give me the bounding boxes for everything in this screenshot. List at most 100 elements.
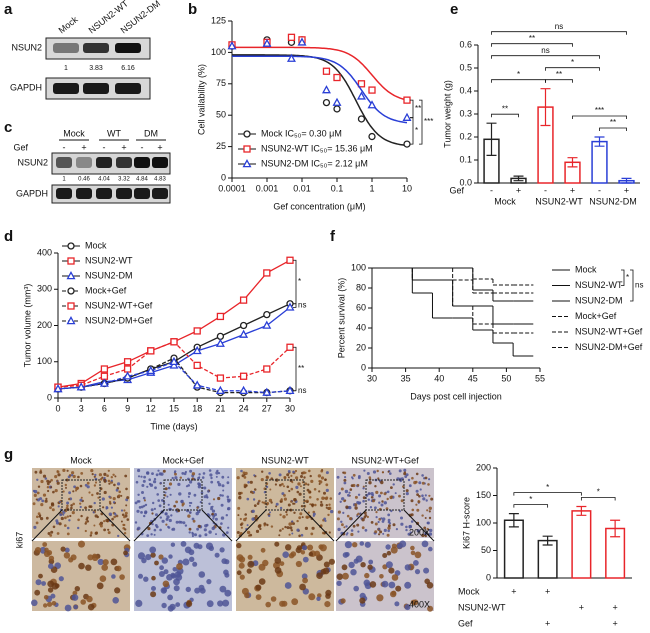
tissue-cell [246,524,249,527]
tissue-cell [137,475,141,478]
legend-marker [67,287,75,295]
tissue-cell [188,492,191,495]
legend-label: NSUN2-WT IC₅₀= 15.36 μM [261,143,373,153]
tissue-cell [404,475,408,478]
tissue-cell [79,498,83,502]
tissue-cell [380,480,384,485]
tissue-cell [294,469,298,473]
tissue-cell [164,494,167,497]
tissue-cell [153,477,157,481]
tissue-cell [357,501,361,505]
tissue-cell [45,516,49,520]
tissue-cell [353,585,360,592]
tissue-cell [247,560,255,568]
tissue-cell [352,524,356,528]
tissue-cell [68,497,71,501]
tissue-cell [119,574,125,580]
tissue-cell [360,562,366,568]
tissue-cell [307,483,310,486]
tissue-cell [227,476,230,479]
tissue-cell [257,524,262,529]
tissue-cell [377,520,380,524]
tissue-cell [274,567,282,574]
tissue-cell [96,492,99,495]
tissue-cell [279,483,282,487]
tissue-cell [287,470,291,473]
tissue-cell [336,517,340,521]
x-tick-label: 55 [535,373,545,383]
tissue-cell [46,482,50,486]
tissue-cell [415,503,418,506]
tissue-cell [211,512,214,516]
tissue-cell [93,475,96,478]
bar [537,539,558,579]
tissue-cell [278,534,281,537]
tissue-cell [174,470,177,473]
tissue-cell [283,485,285,488]
tissue-cell [325,504,328,507]
tissue-cell [43,550,51,557]
tissue-cell [198,571,206,578]
tissue-cell [148,478,151,482]
tissue-cell [369,581,377,588]
tissue-cell [66,526,70,530]
marker [169,356,179,365]
tissue-cell [357,512,360,515]
marker [287,33,296,41]
tissue-cell [86,595,93,603]
tissue-cell [42,474,47,478]
tissue-cell [306,488,310,492]
tissue-cell [151,512,154,515]
tissue-cell [385,544,391,550]
significance-bracket [621,269,625,286]
quant-label: 4.84 [136,177,148,183]
tissue-cell [70,504,73,507]
x-tick-label: 1 [369,183,374,193]
tissue-cell [80,496,83,499]
x-axis-label: Days post cell injection [410,391,502,401]
y-tick-label: 0 [361,362,366,372]
marker [368,132,376,141]
significance-bracket [293,259,297,305]
tissue-cell [142,479,146,483]
tissue-cell [196,527,200,531]
tissue-cell [429,528,433,533]
error-bar [540,88,551,127]
tissue-cell [97,558,104,566]
legend-label: NSUN2-WT [85,255,133,265]
tissue-cell [289,526,293,530]
tissue-cell [347,493,350,497]
y-axis-label: Cell vailability (%) [196,64,206,135]
tissue-cell [151,575,156,581]
tissue-cell [249,533,253,537]
magnification-label: 400X [409,599,430,609]
tissue-cell [317,474,322,478]
tissue-cell [214,552,220,558]
marker [216,374,225,382]
tissue-cell [79,502,82,505]
tissue-cell [410,520,414,523]
tissue-cell [210,476,213,480]
tissue-cell [354,495,358,499]
tissue-cell [407,478,411,482]
significance-label: * [626,273,629,282]
tissue-cell [198,584,205,591]
tissue-cell [170,542,176,547]
marker [297,37,307,46]
tissue-cell [40,517,44,521]
tissue-cell [236,542,242,549]
x-tick-label: 0.001 [256,183,279,193]
tissue-cell [258,578,266,585]
marker [356,91,366,100]
tissue-cell [98,473,102,477]
row-label: GAPDH [16,188,48,198]
marker [193,327,201,335]
tissue-cell [40,503,44,507]
tissue-cell [285,510,288,514]
y-tick-label: 60 [356,302,366,312]
tissue-cell [143,499,146,502]
tissue-cell [421,540,429,548]
legend-label: NSUN2-DM+Gef [85,315,153,325]
tissue-cell [171,573,177,579]
y-tick-label: 125 [211,15,226,25]
